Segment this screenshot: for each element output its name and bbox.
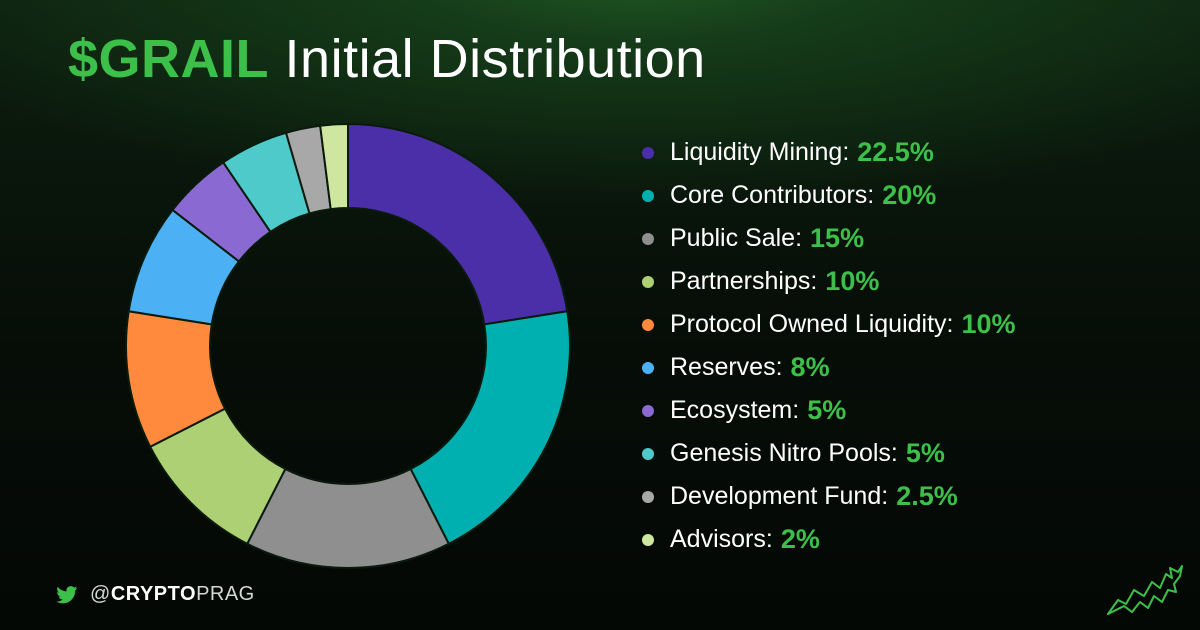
legend-label: Ecosystem: (670, 396, 800, 424)
legend-item: Liquidity Mining: 22.5% (642, 131, 1016, 174)
legend-label: Advisors: (670, 525, 773, 553)
twitter-handle[interactable]: @CRYPTOPRAG (90, 583, 255, 605)
legend-swatch (642, 361, 654, 374)
legend-item: Genesis Nitro Pools: 5% (642, 432, 1016, 475)
donut-slice-9 (319, 122, 349, 211)
legend-percent: 5% (807, 395, 847, 425)
legend-item: Development Fund: 2.5% (642, 475, 1016, 518)
legend-item: Reserves: 8% (642, 346, 1016, 389)
legend-percent: 10% (825, 266, 880, 296)
legend-swatch (642, 189, 654, 202)
legend-item: Public Sale: 15% (642, 217, 1016, 260)
legend-swatch (642, 533, 654, 546)
bull-logo-icon (1107, 565, 1183, 615)
legend-label: Partnerships: (670, 267, 818, 295)
legend-swatch (642, 232, 654, 245)
legend: Liquidity Mining: 22.5% Core Contributors:… (642, 131, 1016, 561)
legend-swatch (642, 447, 654, 460)
legend-label: Liquidity Mining: (670, 138, 850, 166)
title-token: $GRAIL (68, 29, 270, 89)
legend-percent: 15% (810, 223, 865, 253)
legend-percent: 8% (790, 352, 830, 382)
legend-percent: 2% (780, 524, 820, 554)
legend-percent: 5% (905, 438, 945, 468)
legend-percent: 2.5% (896, 481, 958, 511)
footer-credit: @CRYPTOPRAG (56, 583, 255, 606)
legend-label: Genesis Nitro Pools: (670, 439, 898, 467)
legend-item: Partnerships: 10% (642, 260, 1016, 303)
legend-item: Core Contributors: 20% (642, 174, 1016, 217)
legend-label: Reserves: (670, 353, 783, 381)
legend-item: Ecosystem: 5% (642, 389, 1016, 432)
donut-slice-1 (409, 310, 571, 546)
donut-chart (125, 122, 571, 569)
legend-item: Protocol Owned Liquidity: 10% (642, 303, 1016, 346)
legend-label: Development Fund: (670, 482, 889, 510)
legend-swatch (642, 490, 654, 503)
legend-percent: 20% (882, 180, 937, 210)
legend-item: Advisors: 2% (642, 518, 1016, 561)
donut-slice-0 (347, 122, 569, 326)
twitter-bird-icon (56, 585, 78, 603)
legend-swatch (642, 318, 654, 331)
title-text: Initial Distribution (284, 29, 706, 89)
chart-title: $GRAIL Initial Distribution (68, 28, 706, 90)
legend-swatch (642, 404, 654, 417)
legend-label: Protocol Owned Liquidity: (670, 310, 954, 338)
legend-label: Public Sale: (670, 224, 803, 252)
legend-percent: 22.5% (857, 137, 934, 167)
legend-percent: 10% (961, 309, 1016, 339)
legend-label: Core Contributors: (670, 181, 875, 209)
legend-swatch (642, 275, 654, 288)
legend-swatch (642, 146, 654, 159)
